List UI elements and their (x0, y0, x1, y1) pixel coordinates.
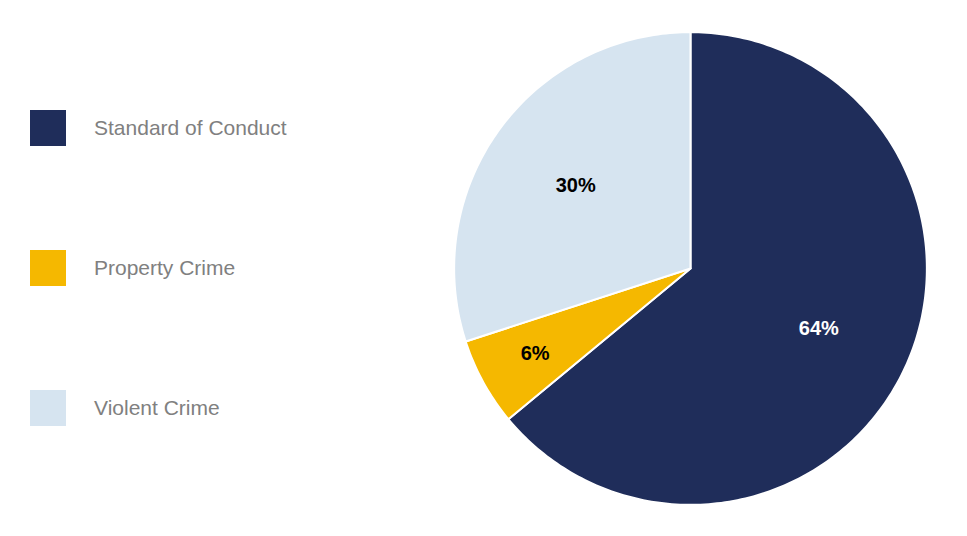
svg-text:64%: 64% (799, 317, 839, 339)
svg-text:6%: 6% (521, 342, 550, 364)
html-text:Property Crime: Property Crime (94, 256, 236, 279)
svg-text:30%: 30% (556, 174, 596, 196)
html-text:Standard of Conduct: Standard of Conduct (94, 116, 287, 139)
html-text:Violent Crime: Violent Crime (94, 396, 220, 419)
